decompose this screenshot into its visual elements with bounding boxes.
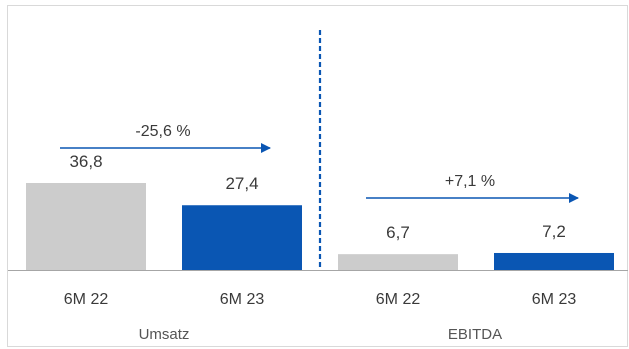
category-label-umsatz-2: 6M 23 — [220, 291, 265, 308]
category-label-ebitda-1: 6M 22 — [376, 291, 421, 308]
chart-frame — [7, 5, 628, 347]
category-label-ebitda-2: 6M 23 — [532, 291, 577, 308]
group-label-ebitda: EBITDA — [448, 326, 502, 343]
group-label-umsatz: Umsatz — [139, 326, 190, 343]
data-label-ebitda-2: 7,2 — [542, 222, 566, 241]
data-label-umsatz-1: 36,8 — [69, 152, 102, 171]
data-label-umsatz-2: 27,4 — [225, 174, 258, 193]
bar-umsatz-2 — [182, 205, 302, 270]
change-label-ebitda: +7,1 % — [445, 173, 495, 190]
bar-ebitda-1 — [338, 254, 458, 270]
change-label-umsatz: -25,6 % — [135, 123, 190, 140]
chart-marks: 36,8 6M 22 27,4 6M 23 -25,6 % Umsatz 6,7 6M 22 7… — [8, 30, 628, 343]
bar-umsatz-1 — [26, 183, 146, 270]
data-label-ebitda-1: 6,7 — [386, 223, 410, 242]
category-label-umsatz-1: 6M 22 — [64, 291, 109, 308]
bar-ebitda-2 — [494, 252, 614, 270]
